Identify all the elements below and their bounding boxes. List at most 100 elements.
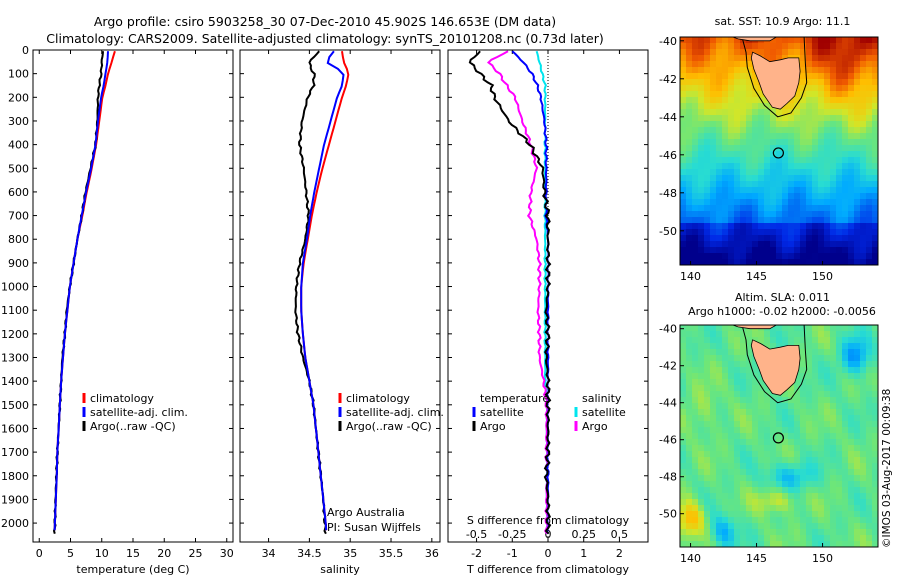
difference-panel-salinity-legend-label: satellite [582, 406, 626, 419]
sst-map-lat-label: -48 [659, 187, 677, 200]
depth-tick-label: 1500 [1, 399, 29, 412]
difference-panel-salinity-legend-label: Argo [582, 420, 608, 433]
depth-tick-label: 400 [8, 139, 29, 152]
sla-map-lat-label: -44 [659, 397, 677, 410]
temperature-diff-argo-line [468, 50, 552, 535]
depth-tick-label: 0 [22, 44, 29, 57]
depth-tick-label: 2000 [1, 517, 29, 530]
sla-map-lat-label: -50 [659, 508, 677, 521]
temperature-panel-frame [32, 49, 234, 543]
salinity-panel-xtick-label: 34 [262, 547, 276, 560]
depth-tick-label: 800 [8, 233, 29, 246]
difference-panel-xtick-label: 1 [580, 547, 587, 560]
sst-map-tasmania [750, 51, 801, 110]
temperature-panel-xtick-label: 10 [95, 547, 109, 560]
argo-australia-label: Argo Australia [327, 506, 405, 519]
sla-map-shelf-contour [741, 324, 808, 404]
legend-head-salinity: salinity [582, 392, 622, 405]
sst-map-lon-label: 150 [812, 270, 833, 283]
depth-tick-label: 1600 [1, 422, 29, 435]
sst-map: -40 -42 -44 -46 -48 -50 140 145 150 [659, 35, 879, 283]
salinity-panel-legend-label: climatology [346, 392, 410, 405]
difference-panel-xtick-label: -2 [471, 547, 482, 560]
depth-tick-label: 300 [8, 115, 29, 128]
climatology-title: Climatology: CARS2009. Satellite-adjuste… [46, 31, 604, 46]
sla-map-float-marker [772, 432, 784, 444]
sst-map-lon-label: 145 [746, 270, 767, 283]
salinity-panel-xtick-label: 34.5 [297, 547, 322, 560]
temperature-panel-xtick-label: 20 [157, 547, 171, 560]
sla-map-lat-label: -48 [659, 471, 677, 484]
salinity-diff-argo-line [486, 50, 550, 535]
sla-map-lon-label: 150 [812, 552, 833, 565]
depth-tick-label: 700 [8, 210, 29, 223]
sst-map-lat-label: -42 [659, 73, 677, 86]
salinity-panel-frame [239, 49, 441, 543]
sla-map-lon-label: 140 [680, 552, 701, 565]
depth-tick-label: 600 [8, 186, 29, 199]
salinity-panel-xtick-label: 36 [425, 547, 439, 560]
sst-map-lat-label: -44 [659, 111, 677, 124]
depth-tick-label: 1000 [1, 281, 29, 294]
pi-label: PI: Susan Wijffels [327, 521, 421, 534]
sla-map-lat-label: -46 [659, 434, 677, 447]
temperature-panel-xtick-label: 25 [189, 547, 203, 560]
sla-map-tasmania [750, 339, 801, 396]
temperature-panel-xtick-label: 15 [126, 547, 140, 560]
sla-map-lat-label: -40 [659, 323, 677, 336]
depth-tick-label: 1100 [1, 304, 29, 317]
depth-tick-label: 1400 [1, 375, 29, 388]
temperature-satellite-line [53, 51, 109, 531]
depth-tick-label: 1300 [1, 352, 29, 365]
salinity-panel-legend-label: satellite-adj. clim. [346, 406, 444, 419]
salinity-difference-tick-label: -0.5 [466, 528, 487, 541]
sst-map-float-marker [772, 147, 784, 159]
salinity-panel-xlabel: salinity [320, 563, 360, 576]
salinity-panel: 34 34.5 35 35.5 36 salinity climatologysatelli… [239, 49, 444, 576]
sst-map-lat-label: -40 [659, 35, 677, 48]
salinity-difference-tick-label: 0.25 [571, 528, 596, 541]
sst-map-lat-label: -46 [659, 149, 677, 162]
sla-map-subtitle: Argo h1000: -0.02 h2000: -0.0056 [688, 305, 876, 318]
depth-tick-label: 1900 [1, 493, 29, 506]
temperature-panel-xtick-label: 0 [36, 547, 43, 560]
difference-panel-xtick-label: 2 [616, 547, 623, 560]
sla-map: -40 -42 -44 -46 -48 -50 140 145 150 [659, 323, 879, 565]
difference-panel-xtick-label: 0 [545, 547, 552, 560]
difference-panel-temperature-legend-label: satellite [480, 406, 524, 419]
depth-tick-label: 100 [8, 68, 29, 81]
temperature-panel-xtick-label: 30 [220, 547, 234, 560]
temperature-panel-xlabel: temperature (deg C) [76, 563, 189, 576]
sst-map-shelf-contour [741, 36, 808, 118]
difference-panel-temperature-legend-label: Argo [480, 420, 506, 433]
salinity-panel-xtick-label: 35.5 [379, 547, 404, 560]
salinity-difference-tick-label: 0 [545, 528, 552, 541]
depth-tick-label: 500 [8, 162, 29, 175]
temperature-panel-xtick-label: 5 [67, 547, 74, 560]
salinity-panel-legend-label: Argo(..raw -QC) [346, 420, 432, 433]
sla-map-lon-label: 145 [746, 552, 767, 565]
sst-map-lon-label: 140 [680, 270, 701, 283]
salinity-difference-tick-label: -0.25 [498, 528, 526, 541]
temperature-panel-legend-label: Argo(..raw -QC) [90, 420, 176, 433]
salinity-panel-xtick-label: 35 [343, 547, 357, 560]
sla-map-lat-label: -42 [659, 360, 677, 373]
temperature-panel-legend-label: climatology [90, 392, 154, 405]
salinity-satellite-line [300, 50, 345, 531]
temperature-panel: 0100200300400500600700800900100011001200… [1, 44, 234, 576]
depth-tick-label: 1200 [1, 328, 29, 341]
temperature-panel-legend-label: satellite-adj. clim. [90, 406, 188, 419]
sst-map-lat-label: -50 [659, 225, 677, 238]
difference-panel-xtick-label: -1 [507, 547, 518, 560]
sst-map-frame [679, 36, 879, 266]
depth-tick-label: 200 [8, 91, 29, 104]
sla-map-frame [679, 324, 879, 548]
depth-tick-label: 1700 [1, 446, 29, 459]
profile-title: Argo profile: csiro 5903258_30 07-Dec-20… [93, 14, 557, 29]
sst-map-title: sat. SST: 10.9 Argo: 11.1 [714, 15, 851, 28]
difference-panel-xlabel: T difference from climatology [466, 563, 629, 576]
salinity-difference-tick-label: 0.5 [611, 528, 629, 541]
sla-map-title: Altim. SLA: 0.011 [734, 291, 831, 304]
